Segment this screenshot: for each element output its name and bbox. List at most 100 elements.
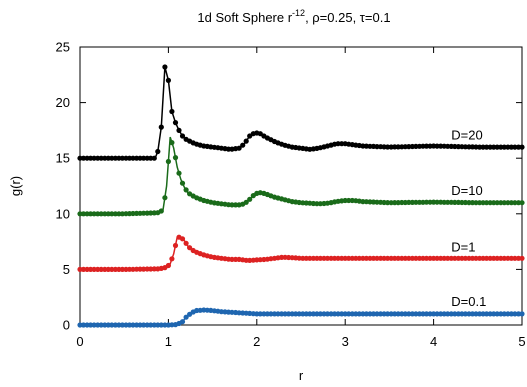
data-point	[91, 155, 97, 161]
data-point	[434, 199, 440, 205]
series-D=20: D=20	[77, 64, 525, 161]
data-point	[462, 311, 468, 317]
data-point	[434, 311, 440, 317]
data-point	[452, 255, 458, 261]
data-point	[473, 200, 479, 206]
data-point	[324, 255, 331, 261]
data-point	[148, 155, 154, 161]
series-label: D=1	[451, 240, 475, 255]
data-point	[519, 144, 525, 150]
data-point	[158, 208, 164, 214]
series-D=1: D=1	[77, 234, 525, 272]
data-point	[473, 311, 479, 317]
data-point	[406, 255, 412, 261]
data-point	[151, 155, 157, 161]
y-tick-label: 10	[56, 206, 70, 221]
data-point	[519, 311, 525, 317]
x-tick-label: 4	[430, 334, 437, 349]
data-point	[423, 199, 430, 205]
data-point	[80, 322, 87, 328]
series-D=0.1: D=0.1	[77, 294, 525, 328]
data-point	[413, 311, 419, 317]
data-point	[286, 311, 292, 317]
data-point	[243, 138, 249, 144]
data-point	[176, 170, 182, 176]
data-point	[494, 311, 500, 317]
x-tick-label: 3	[342, 334, 349, 349]
data-point	[423, 255, 430, 261]
data-point	[109, 266, 115, 272]
series-label: D=10	[451, 183, 482, 198]
data-point	[165, 262, 171, 269]
data-point	[512, 144, 518, 150]
x-tick-label: 1	[165, 334, 172, 349]
x-tick-label: 2	[253, 334, 260, 349]
data-point	[462, 255, 468, 261]
data-point	[268, 311, 274, 317]
data-point	[172, 242, 179, 249]
data-point	[406, 311, 412, 317]
data-point	[183, 314, 189, 320]
data-point	[484, 311, 490, 317]
data-point	[385, 311, 391, 317]
data-point	[91, 211, 97, 217]
y-tick-label: 20	[56, 95, 70, 110]
data-point	[179, 133, 186, 139]
data-point	[179, 319, 186, 325]
series-label: D=0.1	[451, 294, 486, 309]
y-axis-label: g(r)	[8, 176, 23, 196]
y-tick-label: 5	[63, 262, 70, 277]
data-point	[98, 266, 104, 272]
data-point	[445, 255, 451, 261]
data-point	[413, 199, 419, 205]
data-point	[452, 311, 458, 317]
data-point	[158, 322, 164, 328]
data-point	[109, 211, 115, 217]
data-point	[501, 255, 507, 261]
data-point	[356, 311, 362, 317]
data-point	[229, 202, 235, 208]
data-point	[257, 311, 263, 317]
data-point	[501, 311, 507, 317]
data-point	[395, 255, 401, 261]
data-point	[356, 255, 362, 261]
data-point	[317, 311, 323, 317]
data-point	[236, 145, 242, 151]
data-point	[324, 311, 331, 317]
data-point	[91, 266, 97, 272]
data-point	[296, 311, 302, 317]
data-point	[445, 311, 451, 317]
data-point	[243, 199, 249, 205]
data-point	[445, 199, 451, 205]
data-point	[484, 200, 490, 206]
data-point	[374, 311, 380, 317]
data-point	[494, 255, 500, 261]
data-point	[519, 200, 525, 206]
data-point	[434, 255, 440, 261]
data-point	[179, 180, 186, 186]
chart-title: 1d Soft Sphere r-12, ρ=0.25, τ=0.1	[197, 8, 390, 25]
data-point	[162, 64, 168, 70]
data-point	[307, 255, 313, 261]
data-point	[452, 199, 458, 205]
data-point	[109, 322, 115, 328]
data-point	[172, 120, 179, 126]
data-point	[473, 255, 479, 261]
data-point	[512, 200, 518, 206]
data-point	[109, 155, 115, 161]
data-point	[148, 322, 154, 328]
data-point	[119, 155, 125, 161]
data-point	[172, 155, 179, 161]
data-point	[406, 199, 412, 205]
data-point	[141, 322, 147, 328]
data-point	[423, 143, 430, 149]
series-D=10: D=10	[77, 136, 525, 217]
data-point	[335, 311, 341, 317]
data-point	[346, 197, 352, 204]
data-point	[165, 158, 171, 165]
data-point	[275, 311, 281, 317]
data-point	[240, 142, 246, 148]
data-point	[169, 108, 175, 115]
data-point	[519, 255, 525, 261]
data-point	[484, 144, 490, 150]
